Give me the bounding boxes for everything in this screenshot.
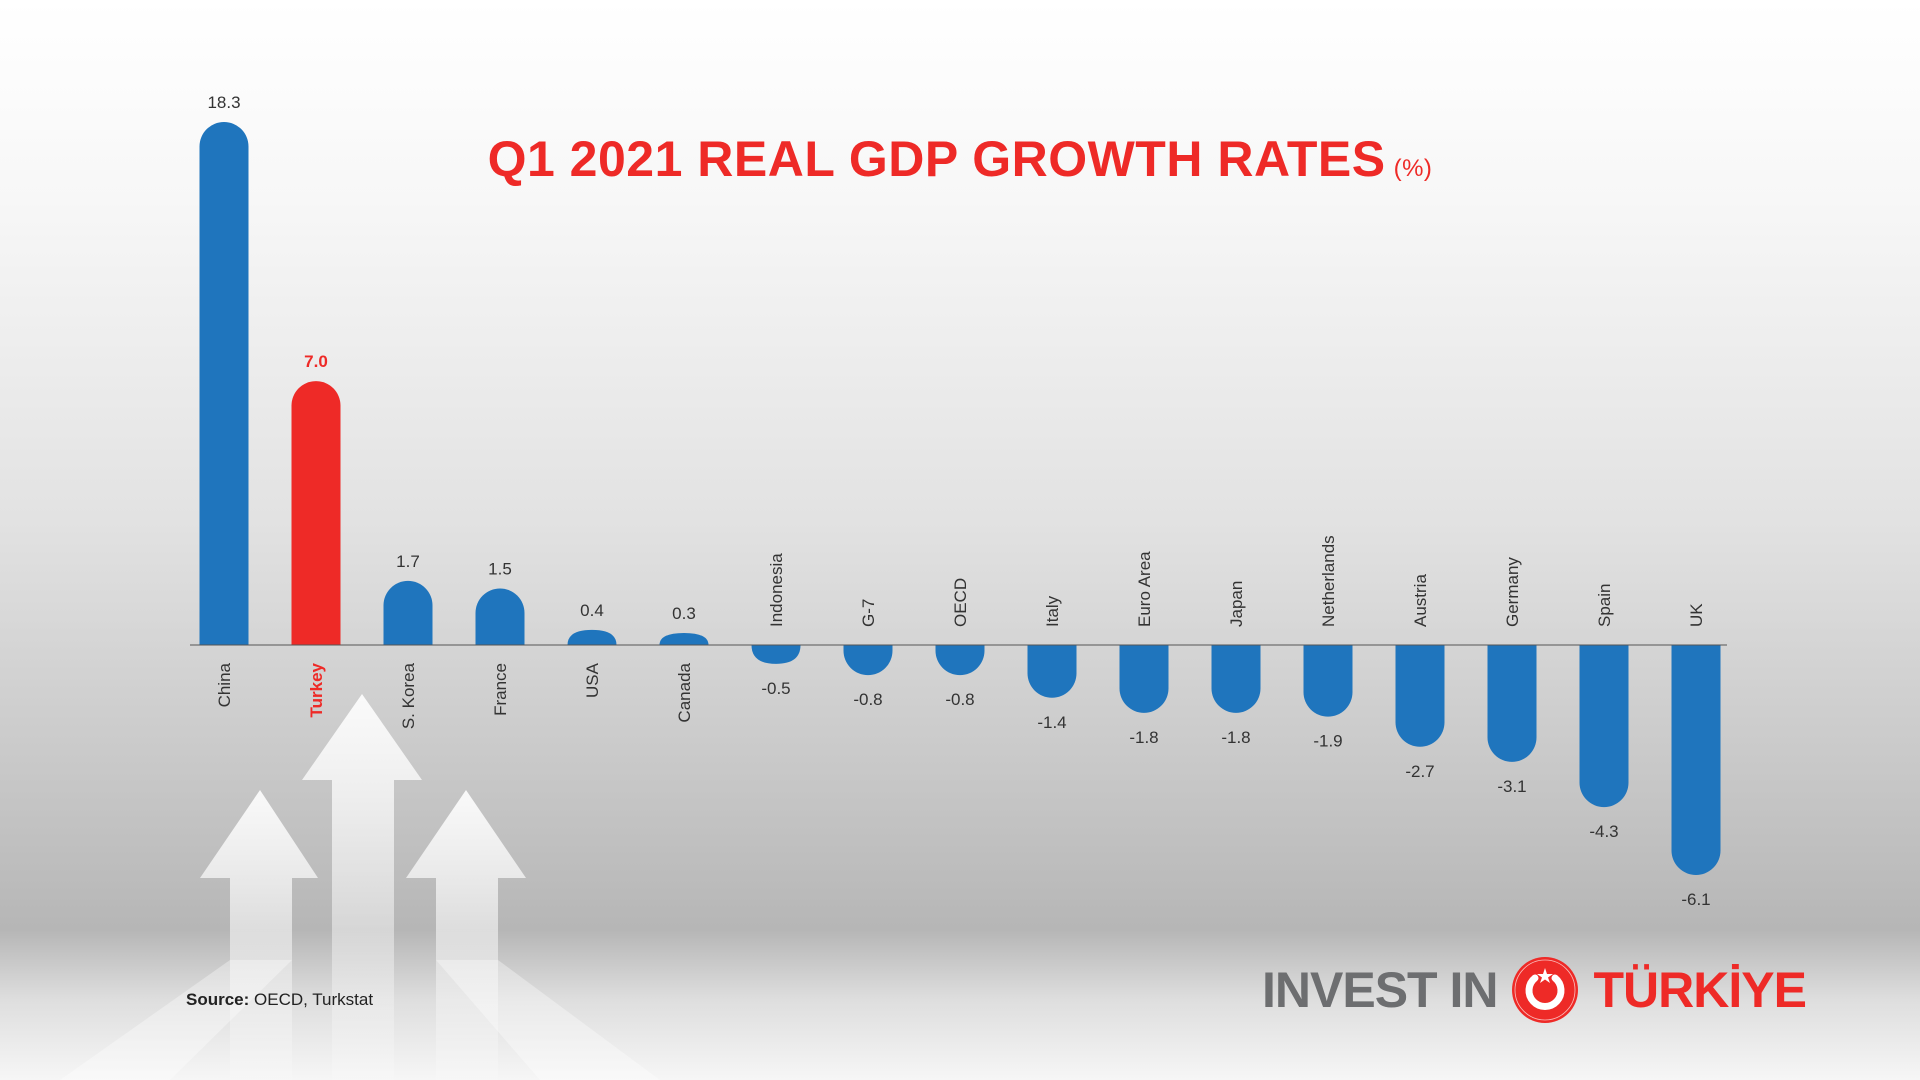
bar-canada (659, 633, 709, 645)
source-text: OECD, Turkstat (254, 990, 374, 1009)
value-label: -1.4 (1037, 713, 1066, 732)
category-label: China (215, 662, 234, 707)
source-label: Source: (186, 990, 250, 1009)
bar-uk (1671, 645, 1721, 875)
bar-france (475, 588, 525, 645)
value-label: -1.8 (1129, 728, 1158, 747)
source-note: Source: OECD, Turkstat (186, 990, 373, 1010)
value-label: 0.3 (672, 604, 696, 623)
value-label: -1.8 (1221, 728, 1250, 747)
value-label: 7.0 (304, 352, 328, 371)
category-label: Netherlands (1319, 535, 1338, 627)
arrow-right (406, 790, 526, 1080)
category-label: USA (583, 662, 602, 698)
invest-in-turkiye-logo: INVEST IN TÜRKİYE (1262, 955, 1807, 1025)
arrow-left (200, 790, 318, 1080)
value-label: 18.3 (207, 93, 240, 112)
bar-spain (1579, 645, 1629, 808)
title-unit: (%) (1393, 155, 1433, 182)
category-label: S. Korea (399, 662, 418, 729)
logo-text-right: TÜRKİYE (1593, 962, 1806, 1018)
bar-italy (1027, 645, 1077, 698)
value-label: 1.7 (396, 552, 420, 571)
bar-indonesia (751, 645, 801, 664)
category-label: Canada (675, 662, 694, 722)
bar-g-7 (843, 645, 893, 676)
value-label: -2.7 (1405, 762, 1434, 781)
value-label: -4.3 (1589, 822, 1618, 841)
bar-usa (567, 629, 617, 645)
bar-japan (1211, 645, 1261, 713)
value-label: -3.1 (1497, 777, 1526, 796)
bar-oecd (935, 645, 985, 676)
category-label: Turkey (307, 662, 326, 717)
bar-austria (1395, 645, 1445, 747)
bar-china (199, 122, 249, 645)
category-label: Italy (1043, 595, 1062, 627)
value-label: -0.8 (853, 690, 882, 709)
category-label: UK (1687, 603, 1706, 627)
value-label: 0.4 (580, 601, 604, 620)
category-label: Japan (1227, 581, 1246, 627)
value-label: 1.5 (488, 559, 512, 578)
category-label: Germany (1503, 557, 1522, 627)
value-label: -6.1 (1681, 890, 1710, 909)
chart-title: Q1 2021 REAL GDP GROWTH RATES (%) (0, 130, 1920, 188)
value-label: -0.5 (761, 679, 790, 698)
bar-euro-area (1119, 645, 1169, 713)
category-label: OECD (951, 578, 970, 627)
bar-netherlands (1303, 645, 1353, 717)
bar-turkey (291, 381, 341, 645)
category-label: G-7 (859, 599, 878, 627)
category-label: France (491, 663, 510, 716)
logo-emblem-icon (1512, 957, 1579, 1023)
bar-germany (1487, 645, 1537, 762)
bar-s-korea (383, 580, 433, 645)
category-label: Austria (1411, 574, 1430, 627)
category-label: Spain (1595, 584, 1614, 627)
value-label: -0.8 (945, 690, 974, 709)
arrow-center (302, 694, 422, 1080)
category-label: Euro Area (1135, 551, 1154, 627)
logo-text-left: INVEST IN (1262, 962, 1498, 1018)
category-label: Indonesia (767, 553, 786, 627)
title-text: Q1 2021 REAL GDP GROWTH RATES (487, 131, 1386, 187)
value-label: -1.9 (1313, 732, 1342, 751)
